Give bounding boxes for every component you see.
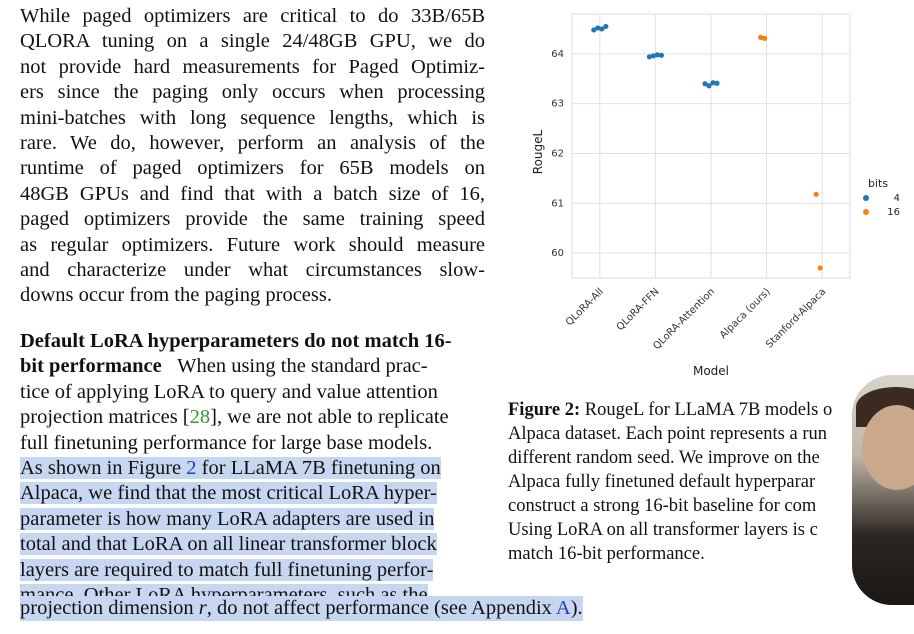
text-line: rare. We do, however, perform an analysi… [20,132,485,155]
data-point [706,83,712,89]
x-tick-label: Stanford-Alpaca [764,286,828,350]
data-points [591,23,823,271]
text-line: not provide hard measurements for Paged … [20,55,485,78]
legend: bits 4 16 [863,177,900,218]
chart-grid [571,13,851,279]
body-column: While paged optimizers are critical to d… [20,4,485,608]
highlighted-text: As shown in Figure 2 for LLaMA 7B finetu… [20,456,441,479]
text-line: parameter is how many LoRA adapters are … [20,507,435,530]
data-point [654,52,660,58]
highlighted-lines: Alpaca, we find that the most critical L… [20,482,437,606]
y-tick-labels: 60 61 62 63 64 [551,49,564,259]
data-point [710,80,716,86]
y-tick-label: 62 [551,148,564,159]
data-point [758,34,764,41]
data-point [762,35,768,42]
figure-2-chart: 60 61 62 63 64 QLoRA-All QLoRA-FFNQLoRA-Atten… [531,13,900,378]
text-line: and characterize under what circumstance… [20,259,485,282]
caption-line: different random seed. We improve on the [508,448,820,468]
text-line: total and that LoRA on all linear transf… [20,533,437,556]
caption-line: match 16-bit performance. [508,544,705,564]
caption-line: Alpaca dataset. Each point represents a … [508,424,827,444]
data-point [650,53,656,59]
section-heading-cont: bit performance [20,355,162,378]
data-point [591,27,597,33]
caption-line: construct a strong 16-bit baseline for c… [508,496,817,516]
appendix-ref-link[interactable]: A [555,597,571,619]
legend-label: 16 [887,207,900,218]
y-tick-label: 60 [551,248,564,259]
text-line: downs occur from the paging process. [20,284,332,307]
x-tick-label: QLoRA-FFN [615,286,662,333]
text-line: Alpaca, we find that the most critical L… [20,482,437,505]
section-heading: Default LoRA hyperparameters do not matc… [20,329,452,352]
data-point [813,191,819,197]
citation-link[interactable]: 28 [189,406,211,429]
data-point [599,26,605,32]
legend-marker [863,195,869,201]
x-tick-label: QLoRA-Attention [651,286,717,352]
y-axis-label: RougeL [531,129,545,174]
text-line: mini-batches with long sequence lengths,… [20,106,485,129]
x-axis-label: Model [693,364,729,378]
webcam-overlay [852,375,914,605]
text-line: paged optimizers provide the same traini… [20,208,485,231]
data-point [603,23,609,30]
figure-ref-link[interactable]: 2 [186,456,197,479]
caption-line: Alpaca fully finetuned default hyperpara… [508,472,816,492]
highlighted-last-line: projection dimension r, do not affect pe… [20,596,583,621]
paragraph-lora-hyperparameters: Default LoRA hyperparameters do not matc… [20,329,452,606]
data-point [714,80,720,86]
x-tick-label: QLoRA-All [564,286,606,328]
paragraph-paged-optimizers: While paged optimizers are critical to d… [20,4,485,309]
text-line: While paged optimizers are critical to d… [20,5,485,27]
data-point [702,81,708,87]
y-tick-label: 61 [551,198,564,209]
x-tick-label: Alpaca (ours) [718,286,773,341]
caption-line: Using LoRA on all transformer layers is … [508,520,818,540]
figure-caption: Figure 2: RougeL for LLaMA 7B models o A… [508,398,878,566]
text-line: QLORA tuning on a single 24/48GB GPU, we… [20,30,485,53]
y-tick-label: 63 [551,99,564,110]
y-tick-label: 64 [551,49,564,60]
data-point [658,52,664,58]
text-line: runtime of paged optimizers for 65B mode… [20,157,485,180]
text-line: 48GB GPUs and find that with a batch siz… [20,182,485,205]
data-point [595,25,601,31]
legend-marker [863,209,869,215]
legend-label: 4 [894,193,900,204]
text-line: as regular optimizers. Future work shoul… [20,233,485,256]
legend-title: bits [868,177,888,190]
text-line: ers since the paging only occurs when pr… [20,81,485,104]
text-line: layers are required to match full finetu… [20,558,434,581]
caption-label: Figure 2: [508,400,581,420]
data-point [646,54,652,60]
data-point [817,265,823,271]
